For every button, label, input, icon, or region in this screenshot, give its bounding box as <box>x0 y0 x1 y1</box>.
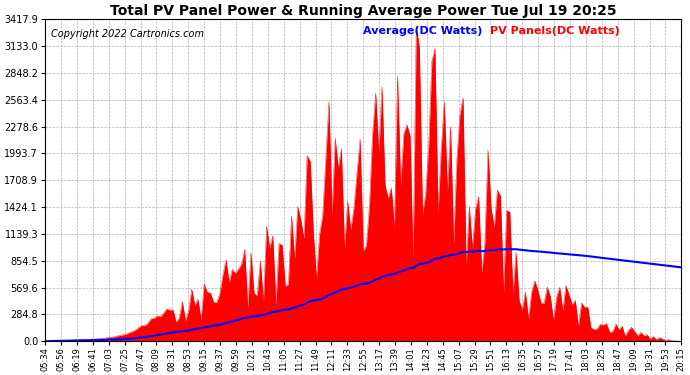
Text: PV Panels(DC Watts): PV Panels(DC Watts) <box>491 26 620 36</box>
Text: Copyright 2022 Cartronics.com: Copyright 2022 Cartronics.com <box>52 29 204 39</box>
Text: Average(DC Watts): Average(DC Watts) <box>363 26 482 36</box>
Title: Total PV Panel Power & Running Average Power Tue Jul 19 20:25: Total PV Panel Power & Running Average P… <box>110 4 617 18</box>
